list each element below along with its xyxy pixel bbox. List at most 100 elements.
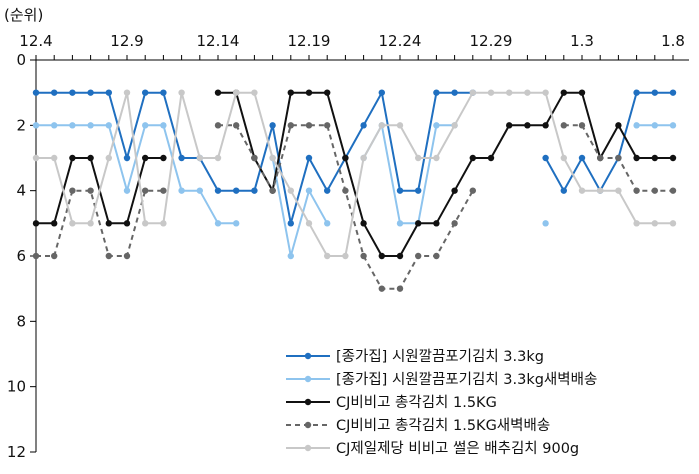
data-point bbox=[633, 122, 640, 129]
data-point bbox=[378, 252, 385, 260]
data-point bbox=[51, 154, 58, 162]
data-point bbox=[123, 154, 131, 162]
legend-item: [종가집] 시원깔끔포기김치 3.3kg새벽배송 bbox=[286, 371, 597, 388]
data-point bbox=[506, 122, 513, 129]
data-point bbox=[451, 122, 458, 129]
data-point bbox=[396, 187, 404, 194]
legend-item: CJ비비고 총각김치 1.5KG새벽배송 bbox=[286, 417, 550, 434]
data-point bbox=[178, 154, 185, 162]
x-tick-label: 1.8 bbox=[661, 32, 685, 50]
data-point bbox=[251, 154, 258, 162]
y-tick-label: 10 bbox=[7, 378, 26, 396]
data-point bbox=[469, 89, 476, 96]
data-point bbox=[160, 122, 167, 129]
data-point bbox=[433, 220, 440, 227]
data-point bbox=[87, 122, 94, 129]
data-point bbox=[378, 122, 385, 129]
data-point bbox=[560, 122, 567, 129]
data-point bbox=[433, 89, 440, 96]
legend-label: CJ비비고 총각김치 1.5KG새벽배송 bbox=[336, 417, 550, 434]
data-point bbox=[324, 122, 331, 129]
data-point bbox=[32, 252, 40, 260]
data-point bbox=[360, 122, 367, 129]
x-tick-label: 12.9 bbox=[110, 32, 143, 50]
data-point bbox=[542, 154, 549, 162]
legend-swatch-marker bbox=[304, 398, 312, 406]
data-point bbox=[178, 89, 185, 96]
data-point bbox=[287, 187, 294, 194]
data-point bbox=[142, 89, 149, 96]
data-point bbox=[669, 122, 677, 129]
data-point bbox=[342, 154, 349, 162]
legend-background bbox=[283, 345, 663, 467]
data-point bbox=[233, 220, 240, 227]
data-point bbox=[69, 154, 76, 162]
data-point bbox=[142, 122, 149, 129]
data-point bbox=[196, 154, 203, 162]
data-point bbox=[669, 154, 677, 162]
legend-label: [종가집] 시원깔끔포기김치 3.3kg bbox=[336, 348, 544, 365]
data-point bbox=[524, 122, 531, 129]
data-point bbox=[324, 187, 331, 194]
data-point bbox=[560, 187, 567, 194]
data-point bbox=[633, 154, 640, 162]
data-point bbox=[469, 154, 476, 162]
data-point bbox=[342, 187, 349, 194]
series-layer bbox=[32, 89, 677, 292]
data-point bbox=[487, 89, 495, 96]
data-point bbox=[669, 89, 677, 96]
data-point bbox=[324, 252, 331, 260]
data-point bbox=[360, 154, 367, 162]
data-point bbox=[305, 122, 313, 129]
legend-swatch-marker bbox=[304, 421, 312, 429]
x-tick-label: 12.29 bbox=[470, 32, 513, 50]
data-point bbox=[451, 89, 458, 96]
series-line bbox=[36, 91, 673, 257]
data-point bbox=[669, 187, 677, 194]
data-point bbox=[360, 220, 367, 227]
y-axis-label: (순위) bbox=[4, 6, 43, 24]
y-tick-label: 8 bbox=[16, 312, 26, 330]
data-point bbox=[396, 220, 404, 227]
data-point bbox=[142, 220, 149, 227]
data-point bbox=[51, 122, 58, 129]
data-point bbox=[32, 89, 40, 96]
data-point bbox=[69, 89, 76, 96]
data-point bbox=[324, 220, 331, 227]
data-point bbox=[160, 187, 167, 194]
data-point bbox=[87, 187, 94, 194]
data-point bbox=[651, 122, 658, 129]
data-point bbox=[415, 154, 422, 162]
data-point bbox=[615, 187, 622, 194]
data-point bbox=[178, 187, 185, 194]
data-point bbox=[560, 154, 567, 162]
data-point bbox=[469, 187, 476, 194]
x-tick-label: 12.4 bbox=[19, 32, 52, 50]
data-point bbox=[287, 252, 294, 260]
legend-item: CJ제일제당 비비고 썰은 배추김치 900g bbox=[286, 440, 579, 457]
data-point bbox=[542, 89, 549, 96]
data-point bbox=[51, 89, 58, 96]
data-point bbox=[87, 154, 94, 162]
data-point bbox=[542, 220, 549, 227]
data-point bbox=[542, 122, 549, 129]
data-point bbox=[305, 154, 313, 162]
data-point bbox=[233, 122, 240, 129]
data-point bbox=[214, 187, 222, 194]
data-point bbox=[105, 89, 113, 96]
data-point bbox=[287, 122, 294, 129]
data-point bbox=[105, 252, 113, 260]
data-point bbox=[396, 252, 404, 260]
data-point bbox=[69, 122, 76, 129]
data-point bbox=[597, 154, 604, 162]
data-point bbox=[142, 154, 149, 162]
x-tick-label: 12.14 bbox=[197, 32, 240, 50]
legend-swatch-marker bbox=[304, 352, 312, 360]
data-point bbox=[324, 89, 331, 96]
data-point bbox=[251, 187, 258, 194]
data-point bbox=[123, 187, 131, 194]
data-point bbox=[123, 220, 131, 227]
data-point bbox=[251, 89, 258, 96]
y-tick-label: 4 bbox=[16, 182, 26, 200]
